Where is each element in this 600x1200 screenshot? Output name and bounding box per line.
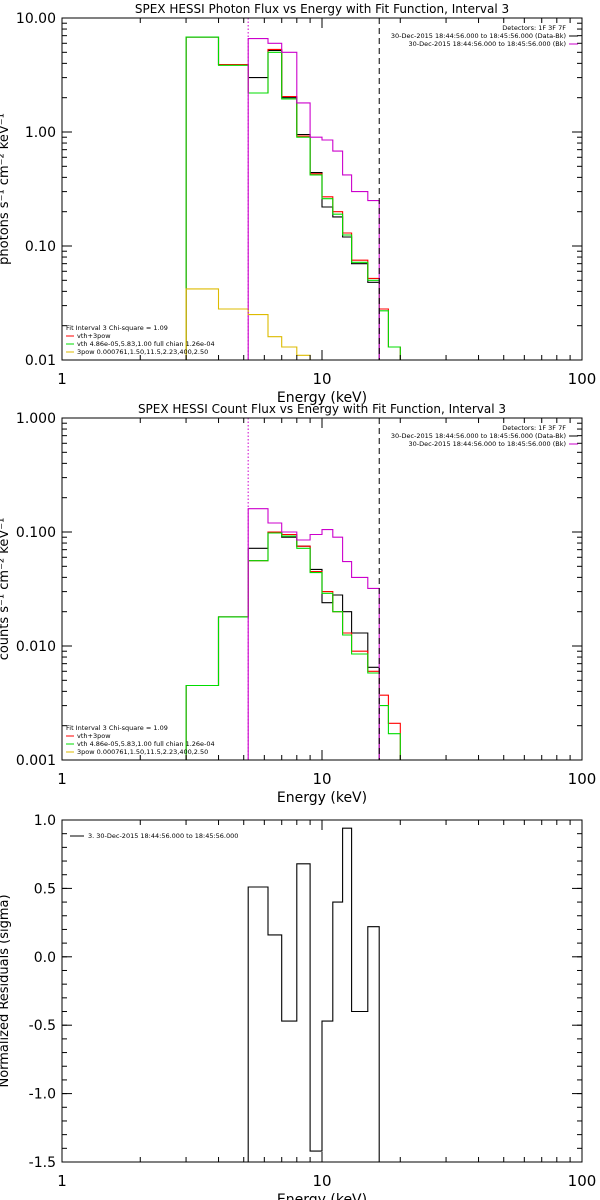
legend-entry: 3. 30-Dec-2015 18:44:56.000 to 18:45:56.… xyxy=(88,832,238,840)
legend-entry: 30-Dec-2015 18:44:56.000 to 18:45:56.000… xyxy=(391,432,566,440)
legend-entry: vth+3pow xyxy=(77,732,111,740)
chart-panel-2: 1 10 100 0.001 0.010 0.100 1.000 SPEX HESSI Cou… xyxy=(0,402,596,806)
x-tick-label: 10 xyxy=(312,770,331,788)
y-tick-label: 0.010 xyxy=(16,639,56,655)
legend-entry: Detectors: 1F 3F 7F xyxy=(502,424,566,432)
x-tick-label: 1 xyxy=(57,370,67,388)
y-axis-label: photons s⁻¹ cm⁻² keV⁻¹ xyxy=(0,113,12,265)
y-tick-label: -1.0 xyxy=(29,1087,56,1103)
legend-entry: 3pow 0.000761,1.50,11.5,2.23,400,2.50 xyxy=(77,748,208,756)
chart-panel-1: 1 10 100 0.01 0.10 1.00 10.00 SPEX HESSI Photon… xyxy=(0,2,596,406)
x-tick-label: 100 xyxy=(568,1172,597,1190)
series-group xyxy=(185,36,401,360)
x-axis-label: Energy (keV) xyxy=(277,790,367,806)
y-tick-label: 1.000 xyxy=(16,411,56,427)
legend-entry: vth 4.86e-05,5.83,1.00 full chian 1.26e-… xyxy=(77,740,215,748)
x-tick-label: 1 xyxy=(57,1172,67,1190)
series-line-1 xyxy=(185,36,380,360)
legend-entry: vth+3pow xyxy=(77,332,111,340)
x-tick-label: 1 xyxy=(57,770,67,788)
chart-panel-3: 1 10 100 -1.5 -1.0 -0.5 0.0 0.5 1.0 Energy (keV) N… xyxy=(0,813,596,1200)
y-tick-label: 0.001 xyxy=(16,753,56,769)
series-line-4 xyxy=(247,508,380,760)
series-line-1 xyxy=(247,827,380,1162)
chart-title: SPEX HESSI Photon Flux vs Energy with Fi… xyxy=(135,2,509,16)
y-tick-label: 0.10 xyxy=(25,239,56,255)
y-tick-label: 1.0 xyxy=(34,813,56,829)
y-axis-label: Normalized Residuals (sigma) xyxy=(0,894,12,1087)
legend-entry: 3pow 0.000761,1.50,11.5,2.23,400,2.50 xyxy=(77,348,208,356)
y-tick-label: 10.00 xyxy=(16,11,56,27)
x-axis-label: Energy (keV) xyxy=(277,1192,367,1200)
y-tick-label: 0.0 xyxy=(34,950,56,966)
legend-entry: 30-Dec-2015 18:44:56.000 to 18:45:56.000… xyxy=(409,440,567,448)
y-tick-label: 0.01 xyxy=(25,353,56,369)
y-tick-label: 1.00 xyxy=(25,125,56,141)
chart-title: SPEX HESSI Count Flux vs Energy with Fit… xyxy=(138,402,506,416)
legend-entry: Fit Interval 3 Chi-square = 1.09 xyxy=(66,724,168,732)
x-tick-label: 100 xyxy=(568,770,597,788)
y-tick-label: 0.100 xyxy=(16,525,56,541)
x-axis-label: Energy (keV) xyxy=(277,390,367,406)
y-tick-label: 0.5 xyxy=(34,881,56,897)
series-group xyxy=(185,508,401,760)
legend-entry: 30-Dec-2015 18:44:56.000 to 18:45:56.000… xyxy=(409,40,567,48)
legend-entry: vth 4.86e-05,5.83,1.00 full chian 1.26e-… xyxy=(77,340,215,348)
x-tick-label: 10 xyxy=(312,1172,331,1190)
y-axis-label: counts s⁻¹ cm⁻² keV⁻¹ xyxy=(0,518,12,661)
y-tick-label: -0.5 xyxy=(29,1018,56,1034)
y-tick-label: -1.5 xyxy=(29,1155,56,1171)
series-group xyxy=(247,827,380,1162)
series-line-4 xyxy=(247,38,380,360)
series-line-1 xyxy=(185,531,380,760)
legend-entry: Detectors: 1F 3F 7F xyxy=(502,24,566,32)
legend-entry: Fit Interval 3 Chi-square = 1.09 xyxy=(66,324,168,332)
legend-entry: 30-Dec-2015 18:44:56.000 to 18:45:56.000… xyxy=(391,32,566,40)
x-tick-label: 10 xyxy=(312,370,331,388)
x-tick-label: 100 xyxy=(568,370,597,388)
